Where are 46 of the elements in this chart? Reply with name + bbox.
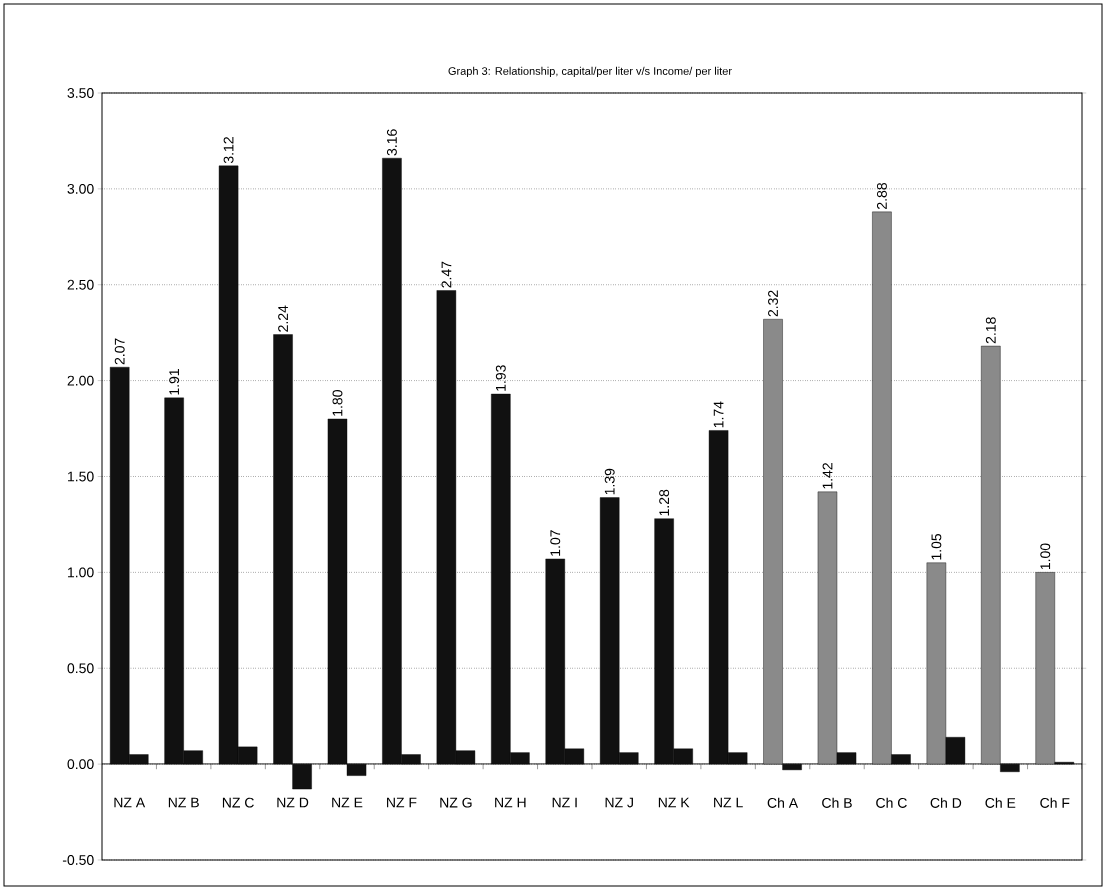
x-tick-label: NZ C <box>222 797 254 808</box>
x-tick-label: Ch D <box>930 797 962 808</box>
x-tick-label: Ch B <box>822 797 852 808</box>
x-tick-label: Ch C <box>876 797 907 808</box>
data-label: 2.24 <box>278 305 288 332</box>
data-label: 1.39 <box>604 468 615 495</box>
data-label: 1.42 <box>822 463 833 489</box>
data-label: 3.12 <box>223 137 234 164</box>
x-tick-label: Ch F <box>1040 797 1070 808</box>
data-label: 3.16 <box>386 129 397 156</box>
x-tick-label: NZ K <box>658 797 690 808</box>
y-tick-label: 1.00 <box>68 567 94 578</box>
data-label: 2.88 <box>876 183 887 209</box>
x-tick-label: NZ I <box>552 797 577 808</box>
x-tick-label: NZ D <box>277 797 309 808</box>
x-tick-label: NZ E <box>332 797 363 808</box>
data-label: 2.47 <box>441 261 452 288</box>
x-tick-label: Ch E <box>985 797 1016 808</box>
data-label: 1.93 <box>495 365 506 391</box>
data-label: 2.07 <box>114 338 125 365</box>
y-tick-label: 3.00 <box>67 183 94 194</box>
data-label: 1.80 <box>332 390 343 416</box>
y-tick-label: 3.50 <box>67 88 94 98</box>
y-tick-label: 2.00 <box>67 375 94 386</box>
y-tick-label: 0.00 <box>67 759 94 770</box>
x-tick-label: NZ B <box>168 797 199 808</box>
x-tick-label: NZ F <box>387 797 417 808</box>
x-tick-label: NZ G <box>440 797 472 808</box>
x-tick-label: Ch A <box>767 797 799 808</box>
data-label: 2.32 <box>768 290 778 317</box>
y-tick-label: 2.50 <box>67 279 94 290</box>
x-tick-label: NZ J <box>605 797 633 808</box>
data-label: 1.00 <box>1040 543 1051 570</box>
x-tick-label: NZ H <box>495 797 526 808</box>
y-tick-label: -0.50 <box>62 855 94 865</box>
data-label: 1.28 <box>659 489 670 516</box>
data-label: 1.74 <box>713 401 724 428</box>
x-tick-label: NZ A <box>114 797 146 808</box>
y-tick-label: 0.50 <box>67 663 94 674</box>
x-tick-label: NZ L <box>714 797 743 808</box>
data-label: 1.07 <box>550 530 561 556</box>
y-tick-label: 1.50 <box>68 471 94 482</box>
data-label: 2.18 <box>985 317 996 344</box>
data-label: 1.91 <box>169 369 180 395</box>
chart-title: Graph 3: Relationship, capital/per liter v/s Income/ per liter <box>448 66 732 78</box>
data-label: 1.05 <box>931 533 942 560</box>
